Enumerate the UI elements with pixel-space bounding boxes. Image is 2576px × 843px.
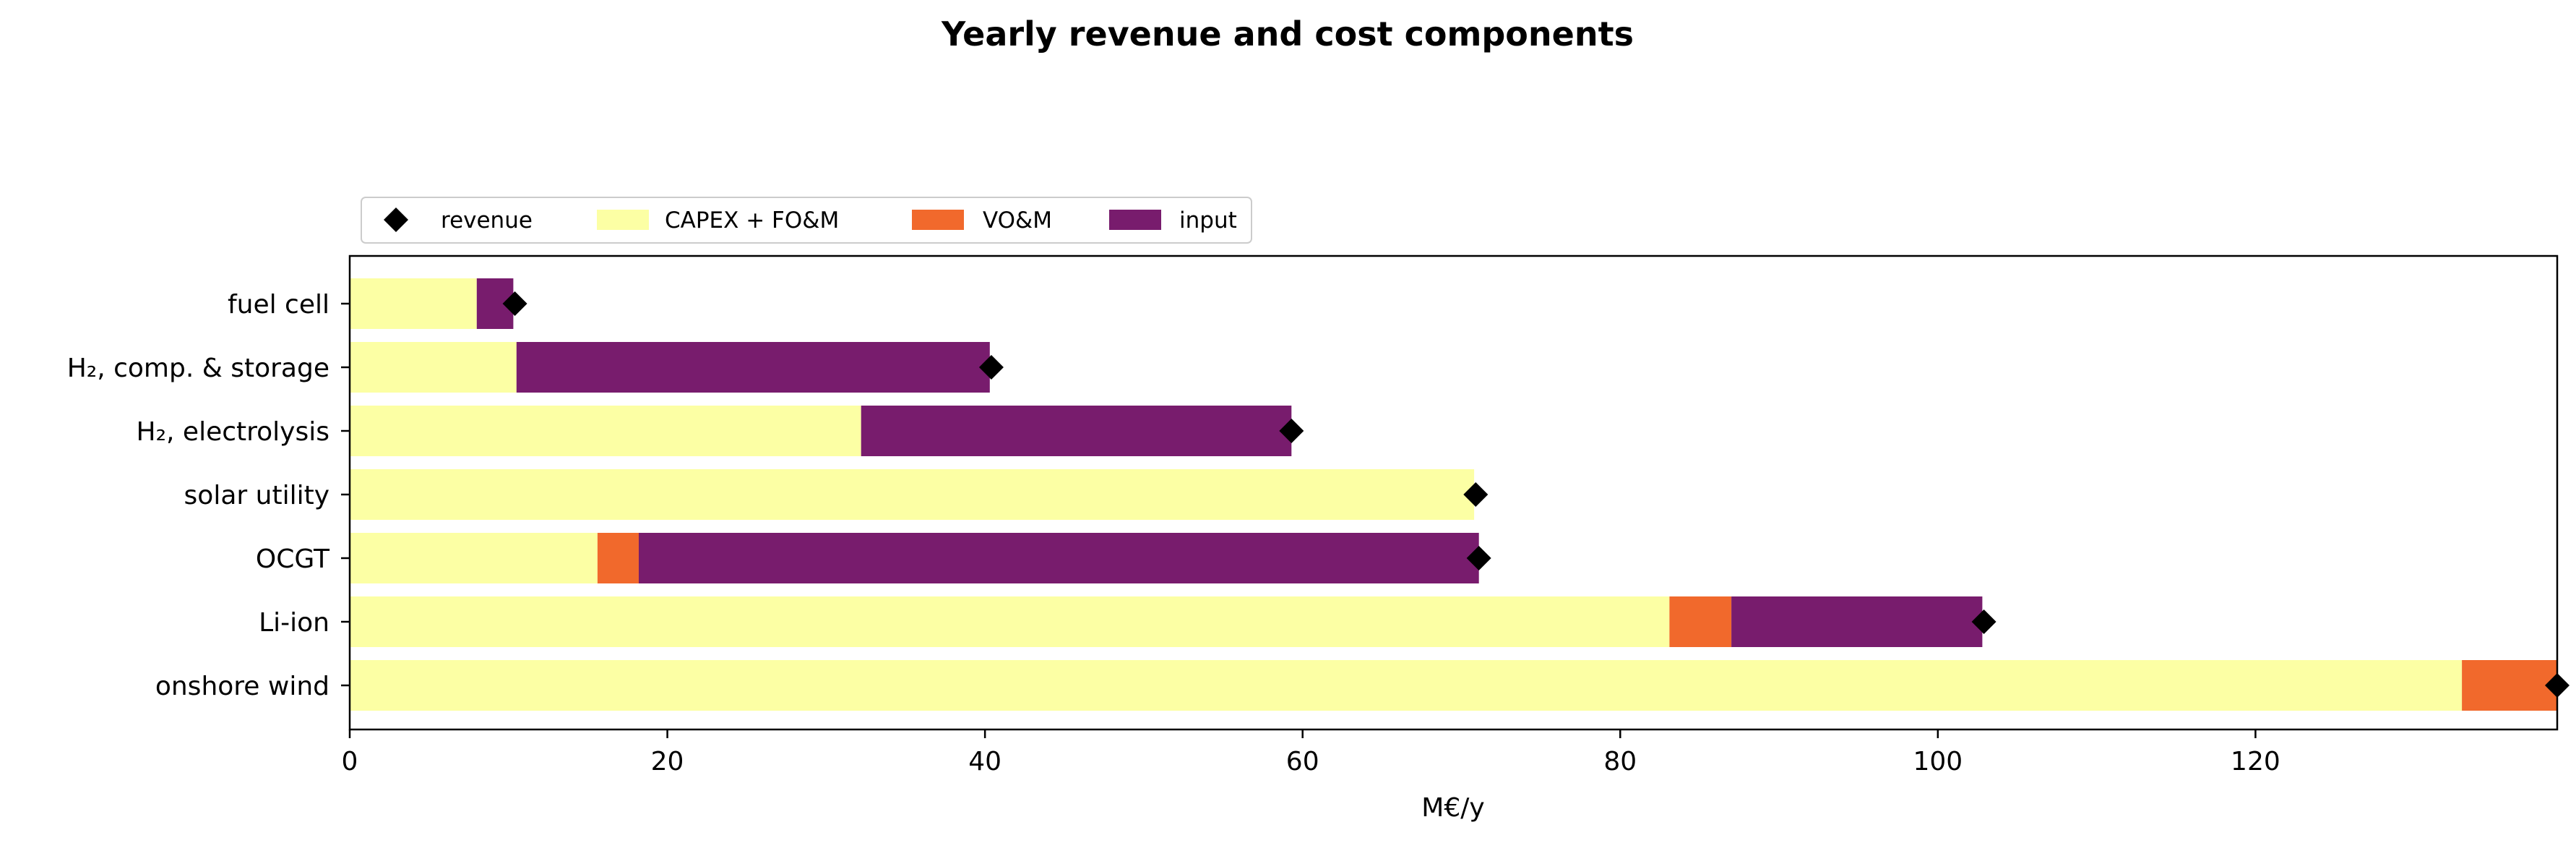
legend-swatch [1109, 210, 1161, 230]
bar-segment [1731, 596, 1983, 647]
x-tick-label: 60 [1286, 747, 1319, 776]
legend-label: CAPEX + FO&M [665, 207, 839, 234]
bar-segment [350, 533, 598, 583]
bar-segment [350, 596, 1670, 647]
y-tick-label: onshore wind [155, 672, 329, 701]
legend-label: VO&M [983, 207, 1052, 234]
bar-segment [639, 533, 1479, 583]
bar-segment [1669, 596, 1732, 647]
y-tick-label: H₂, comp. & storage [67, 354, 329, 383]
x-tick-label: 100 [1913, 747, 1963, 776]
revenue-marker [1279, 419, 1304, 443]
y-tick-label: H₂, electrolysis [137, 417, 329, 447]
revenue-marker [978, 355, 1004, 380]
legend-swatch [597, 210, 649, 230]
x-tick-label: 80 [1603, 747, 1637, 776]
legend-swatch [912, 210, 964, 230]
legend-label: revenue [441, 207, 533, 234]
legend-label: input [1179, 207, 1237, 234]
bar-segment [597, 533, 639, 583]
y-tick-label: fuel cell [228, 290, 329, 320]
chart-title: Yearly revenue and cost components [941, 14, 1634, 54]
legend: revenue CAPEX + FO&M VO&M input [361, 197, 1252, 244]
bar-segment [350, 278, 477, 329]
y-axis: fuel cell H₂, comp. & storage H₂, electrol… [67, 290, 350, 701]
y-tick-label: solar utility [184, 481, 329, 510]
legend-frame [361, 197, 1252, 244]
bar-segment [2462, 660, 2557, 711]
revenue-marker [1466, 546, 1491, 570]
bar-segment [350, 469, 1475, 520]
x-tick-label: 120 [2231, 747, 2280, 776]
bar-segment [516, 342, 990, 393]
bar-segment [861, 406, 1292, 456]
x-tick-label: 20 [651, 747, 684, 776]
y-tick-label: OCGT [256, 544, 330, 574]
x-tick-label: 40 [968, 747, 1001, 776]
legend-swatch [384, 207, 408, 232]
revenue-marker [1463, 482, 1489, 507]
bar-segment [350, 406, 861, 456]
revenue-marker [502, 291, 527, 316]
y-tick-label: Li-ion [259, 608, 329, 638]
bar-segment [350, 660, 2463, 711]
bars [350, 278, 2557, 711]
plot-frame [348, 254, 2559, 731]
x-tick-label: 0 [342, 747, 358, 776]
x-axis: 0 20 40 60 80 100 120 [342, 729, 2280, 776]
revenue-markers [502, 291, 2569, 698]
x-axis-label: M€/y [1421, 793, 1484, 823]
bar-segment [350, 342, 517, 393]
revenue-marker [1971, 609, 1996, 634]
